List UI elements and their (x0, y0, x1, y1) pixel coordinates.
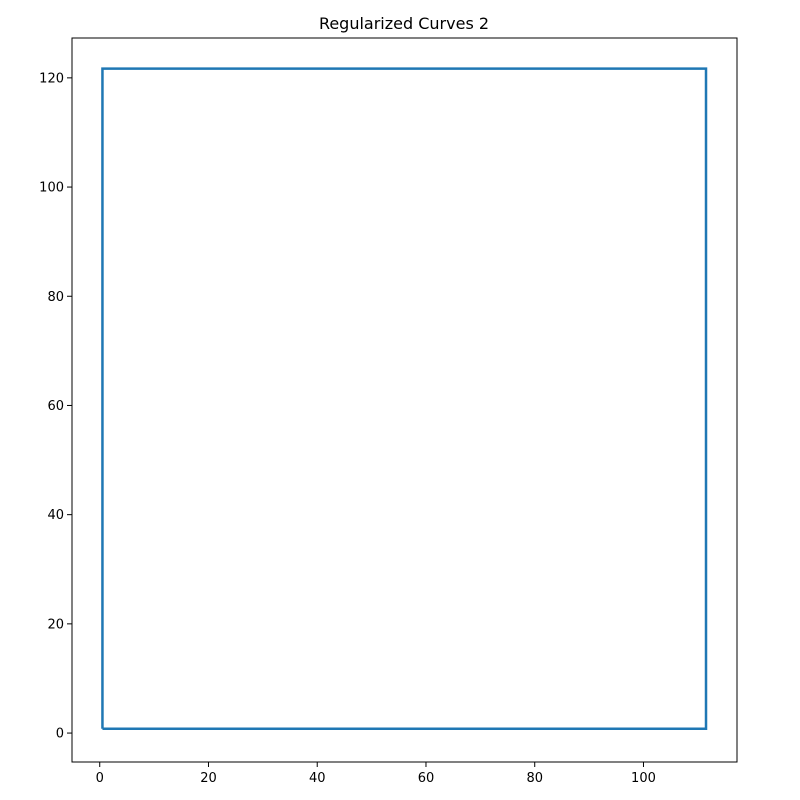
y-tick-label: 0 (56, 727, 64, 742)
y-tick-label: 120 (39, 71, 64, 86)
series-line-0 (101, 67, 708, 730)
y-tick-label: 60 (47, 399, 64, 414)
y-tick-label: 40 (47, 508, 64, 523)
x-axis: 0 20 40 60 80 100 (96, 762, 656, 786)
x-tick-label: 100 (631, 771, 656, 786)
x-tick-label: 80 (526, 771, 543, 786)
axes-frame (71, 37, 738, 763)
x-tick-label: 60 (418, 771, 435, 786)
x-tick-label: 20 (200, 771, 217, 786)
x-tick-label: 0 (96, 771, 104, 786)
chart-title: Regularized Curves 2 (319, 14, 489, 33)
y-tick-label: 20 (47, 617, 64, 632)
y-tick-label: 80 (47, 290, 64, 305)
series-layer (101, 67, 708, 730)
y-axis: 0 20 40 60 80 100 120 (39, 71, 72, 742)
y-tick-label: 100 (39, 181, 64, 196)
x-tick-label: 40 (309, 771, 326, 786)
plot-area: 0 20 40 60 80 100 0 20 40 60 80 100 120 (39, 37, 738, 786)
